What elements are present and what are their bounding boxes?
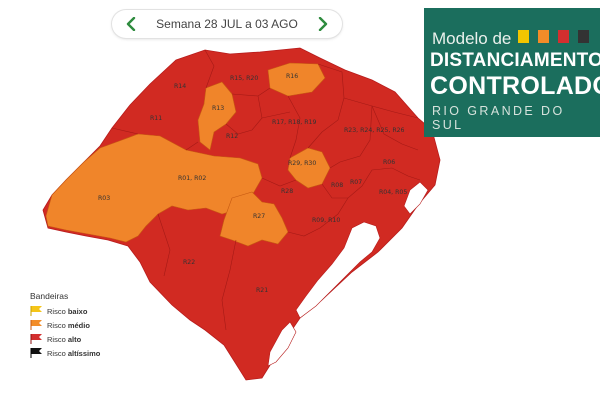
orange-swatch xyxy=(538,30,549,43)
label-R09-R10: R09, R10 xyxy=(312,217,340,224)
title-line-3: CONTROLADO xyxy=(430,72,600,100)
region-borders xyxy=(111,49,421,331)
legend-item-alto: Risco alto xyxy=(30,332,140,346)
legend-prefix: Risco xyxy=(47,334,68,344)
yellow-flag-icon xyxy=(30,306,42,316)
prev-week-button[interactable] xyxy=(122,15,140,33)
legend: Bandeiras Risco baixo Risco médio Risco … xyxy=(30,291,140,360)
label-R01-R02: R01, R02 xyxy=(178,175,206,182)
region-labels: R15, R20 R16 R14 R13 R11 R12 R17, R18, R… xyxy=(98,73,407,294)
next-week-button[interactable] xyxy=(314,15,332,33)
legend-prefix: Risco xyxy=(47,348,68,358)
label-R28: R28 xyxy=(281,188,293,195)
legend-prefix: Risco xyxy=(47,320,68,330)
legend-level: altíssimo xyxy=(67,348,101,358)
label-R29-R30: R29, R30 xyxy=(288,160,316,167)
title-line-1: Modelo de xyxy=(432,29,512,48)
label-R08: R08 xyxy=(331,182,343,189)
lagoa-mirim xyxy=(267,321,297,367)
label-R12: R12 xyxy=(226,133,238,140)
week-selector: Semana 28 JUL a 03 AGO xyxy=(112,10,342,38)
label-R04-R05: R04, R05 xyxy=(379,189,407,196)
region-R16[interactable] xyxy=(267,62,326,97)
red-flag-icon xyxy=(30,334,42,344)
legend-level: alto xyxy=(67,334,82,344)
orange-flag-icon xyxy=(30,320,42,330)
coastal-lagoon xyxy=(403,181,429,215)
label-R15-R20: R15, R20 xyxy=(230,75,258,82)
legend-item-medio: Risco médio xyxy=(30,318,140,332)
legend-item-altissimo: Risco altíssimo xyxy=(30,346,140,360)
label-R21: R21 xyxy=(256,287,268,294)
chevron-right-icon xyxy=(318,17,328,31)
black-flag-icon xyxy=(30,348,42,358)
week-label: Semana 28 JUL a 03 AGO xyxy=(156,17,298,31)
black-swatch xyxy=(578,30,589,43)
label-R17-R18-R19: R17, R18, R19 xyxy=(272,119,316,126)
legend-level: baixo xyxy=(67,306,88,316)
legend-prefix: Risco xyxy=(47,306,68,316)
region-R13[interactable] xyxy=(197,81,237,151)
title-line-4: RIO GRANDE DO SUL xyxy=(432,104,565,132)
title-line-2: DISTANCIAMENTO xyxy=(430,50,600,71)
label-R06: R06 xyxy=(383,159,395,166)
region-R27[interactable] xyxy=(219,191,289,247)
lagoa-dos-patos xyxy=(295,221,381,319)
label-R03: R03 xyxy=(98,195,110,202)
label-R23-R24-R25-R26: R23, R24, R25, R26 xyxy=(344,127,405,134)
yellow-swatch xyxy=(518,30,529,43)
legend-level: médio xyxy=(67,320,90,330)
label-R27: R27 xyxy=(253,213,265,220)
label-R14: R14 xyxy=(174,83,186,90)
legend-title: Bandeiras xyxy=(30,291,69,301)
chevron-left-icon xyxy=(126,17,136,31)
label-R13: R13 xyxy=(212,105,224,112)
label-R07: R07 xyxy=(350,179,362,186)
red-swatch xyxy=(558,30,569,43)
label-R22: R22 xyxy=(183,259,195,266)
label-R11: R11 xyxy=(150,115,162,122)
label-R16: R16 xyxy=(286,73,298,80)
legend-item-baixo: Risco baixo xyxy=(30,304,140,318)
title-banner: Modelo de DISTANCIAMENTO CONTROLADO RIO … xyxy=(424,8,600,137)
